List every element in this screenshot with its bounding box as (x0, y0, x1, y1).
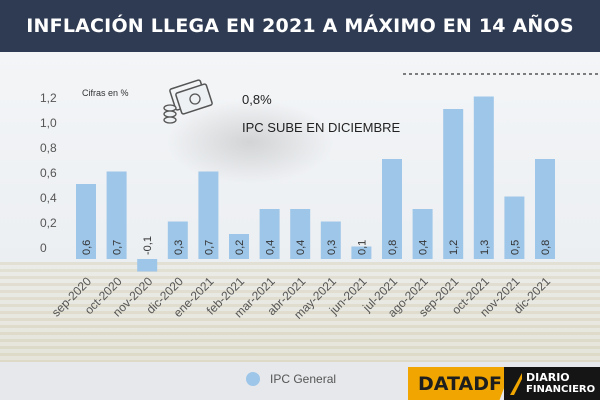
data-label: 0,2 (234, 240, 246, 255)
data-label: -0,1 (142, 236, 154, 255)
chart-title: INFLACIÓN LLEGA EN 2021 A MÁXIMO EN 14 A… (0, 0, 600, 52)
bar-nov-2020 (137, 259, 158, 272)
legend-swatch (246, 372, 260, 386)
bar-dic-2021 (535, 159, 555, 259)
datadf-logo: DATADF (408, 367, 512, 400)
callout-value: 0,8% (242, 92, 272, 107)
bar-mar-2021 (259, 209, 280, 259)
df-mark-icon (510, 373, 522, 395)
diario-financiero-logo: DIARIO FINANCIERO (504, 367, 600, 400)
logo-line-2: FINANCIERO (526, 384, 596, 395)
bar-oct-2021 (473, 96, 494, 259)
data-label: 0,1 (356, 240, 368, 255)
y-tick-label: 1,0 (40, 116, 57, 130)
unit-note: Cifras en % (82, 88, 129, 98)
bar-dic-2020 (167, 221, 188, 259)
data-label: 0,4 (295, 240, 307, 255)
data-label: 0,4 (265, 240, 277, 255)
y-tick-label: 0 (40, 241, 47, 255)
y-tick-label: 0,6 (40, 166, 57, 180)
callout-text: IPC SUBE EN DICIEMBRE (242, 120, 401, 135)
data-label: 0,7 (112, 240, 124, 255)
data-label: 0,7 (203, 240, 215, 255)
data-label: 0,6 (81, 240, 93, 255)
data-label: 0,3 (326, 240, 338, 255)
legend: IPC General (246, 372, 336, 386)
bar-sep-2021 (443, 109, 464, 259)
coin-stack-background (0, 262, 600, 362)
bar-abr-2021 (290, 209, 311, 259)
bar-feb-2021 (229, 234, 249, 259)
data-label: 1,2 (448, 240, 460, 255)
bar-jul-2021 (382, 159, 402, 259)
data-label: 0,8 (540, 240, 552, 255)
money-icon (163, 79, 213, 124)
y-tick-label: 1,2 (40, 91, 57, 105)
data-label: 0,4 (418, 240, 430, 255)
bar-ene-2021 (198, 171, 219, 259)
bar-nov-2021 (504, 196, 525, 259)
legend-label: IPC General (270, 372, 337, 386)
bar-ago-2021 (412, 209, 433, 259)
logo-line-1: DIARIO (526, 371, 570, 384)
data-label: 0,5 (509, 240, 521, 255)
data-label: 1,3 (479, 240, 491, 255)
bar-chart: Cifras en % 0,8% IPC SUBE EN DICIEMBRE 0… (40, 73, 598, 322)
y-tick-label: 0,2 (40, 216, 57, 230)
data-label: 0,3 (173, 240, 185, 255)
bar-may-2021 (320, 221, 341, 259)
bar-oct-2020 (106, 171, 127, 259)
data-label: 0,8 (387, 240, 399, 255)
bar-jun-2021 (351, 246, 372, 259)
y-tick-label: 0,4 (40, 191, 57, 205)
y-tick-label: 0,8 (40, 141, 57, 155)
bar-sep-2020 (76, 184, 96, 259)
